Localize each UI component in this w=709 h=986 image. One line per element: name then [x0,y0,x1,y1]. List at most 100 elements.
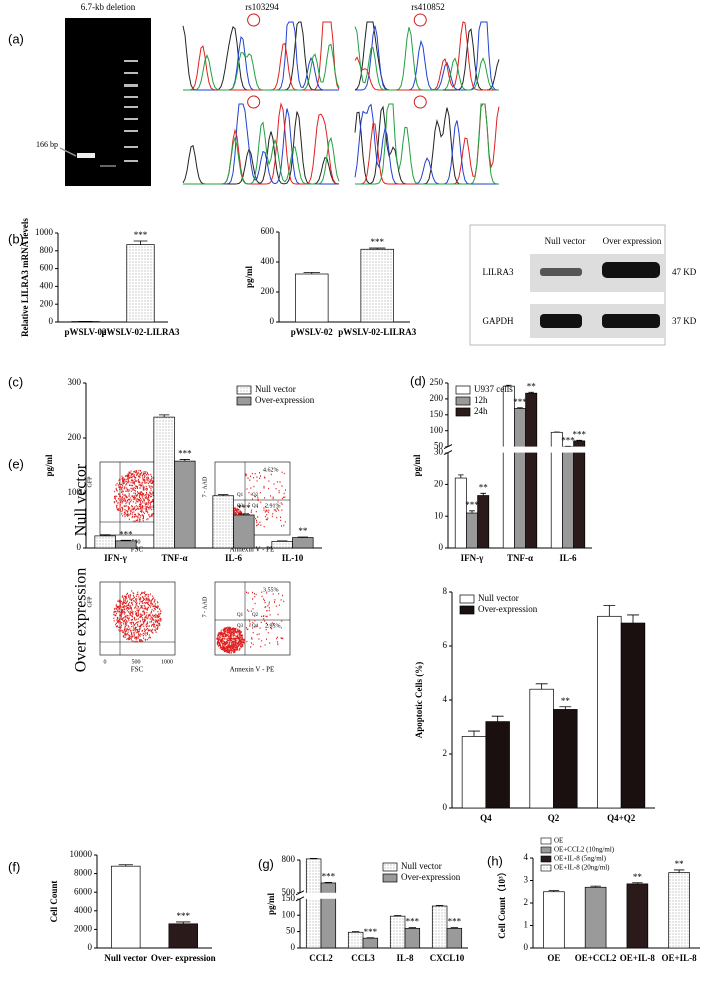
legend-swatch [459,594,475,604]
y-tick-label: 4000 [74,905,93,915]
bar [362,937,379,949]
legend-label: U937 cells [474,384,513,394]
chromatogram-title: rs410852 [411,2,445,12]
significance: ** [298,526,308,536]
x-tick-label: OE [547,953,560,963]
row-label: Over expression [73,568,90,672]
x-tick-label: Q4 [480,813,492,823]
trace [354,26,499,91]
percent: 2.95% [265,623,281,629]
error-bar [118,864,133,867]
error-bar [517,407,523,409]
cells [113,590,162,643]
y-tick-label: 500 [282,887,296,897]
bar [292,537,314,549]
bar [404,927,421,949]
x-tick-label: TNF-α [161,553,187,563]
y-tick-label: 10000 [70,849,93,859]
significance: *** [178,449,192,459]
y-axis-label: pg/ml [44,454,54,477]
quadrant-name: Q2 [252,493,259,498]
quadrant-name: Q3 [237,624,244,629]
axis-break [444,446,594,453]
error-bar [632,882,643,884]
significance: *** [406,917,420,927]
y-tick-label: 250 [430,377,444,387]
significance: *** [513,397,527,407]
y-tick-label: 3 [524,875,529,885]
bar [347,931,364,949]
error-bar [480,492,486,496]
chromatogram-title: rs103294 [245,2,279,12]
legend-swatch [459,605,475,615]
y-axis-label: Cell Count [49,881,59,923]
axis-label: GFP [87,476,93,488]
y-tick-label: 0 [443,802,448,812]
band-size: 47 KD [672,267,697,277]
y-tick-label: 2000 [74,923,93,933]
trace [182,111,340,185]
y-tick-label: 600 [261,226,275,236]
y-tick-label: 100 [430,425,444,435]
trace [183,121,340,185]
legend-swatch [236,385,252,395]
panel-label: (f) [8,859,20,874]
panel-label: (h) [487,853,503,868]
significance: ** [527,381,537,391]
bar [111,865,141,949]
percent: 3.55% [263,587,279,593]
significance: *** [364,927,378,937]
legend-swatch [236,396,252,406]
significance: *** [572,429,586,439]
significance: *** [371,237,385,247]
trace [354,105,499,185]
error-bar [535,683,548,690]
x-tick-label: IL-6 [559,553,577,563]
band [540,268,582,276]
x-tick-label: Over- expression [151,953,216,963]
y-tick-label: 800 [40,245,54,255]
error-bar [548,890,560,892]
y-tick-label: 1 [524,920,529,930]
error-bar [324,882,333,883]
legend-label: Over-expression [401,872,461,882]
bar [562,446,574,549]
panel-label: (d) [410,373,426,388]
trace [355,103,500,185]
highlight [413,95,427,109]
bar [543,891,565,949]
legend-swatch [540,864,552,872]
bar [233,514,255,549]
error-bar [309,857,318,859]
highlight [413,13,427,27]
y-tick-label: 2 [524,897,529,907]
cells [216,591,285,654]
lane-label: Null vector [545,236,586,246]
bar [525,392,538,549]
legend-label: Over-expression [255,395,315,405]
bar [584,886,607,949]
x-tick-label: IL-6 [225,553,243,563]
bar [461,736,487,809]
y-tick-label: 150 [282,893,296,903]
legend-label: OE [554,837,563,845]
x-tick-label: pWSLV-02 [64,327,107,337]
x-tick-label: pWSLV-02-LILRA3 [338,327,417,337]
y-axis-label: Apoptotic Cells (%) [414,662,424,739]
tick-label: 1000 [161,659,173,665]
trace [355,21,500,91]
y-axis-label: pg/ml [266,893,276,916]
error-bar [559,706,572,710]
axis-label: FSC [131,666,144,674]
legend-label: Null vector [255,384,296,394]
y-tick-label: 300 [68,377,82,387]
bar [389,915,406,949]
bar [126,244,155,323]
quadrant-name: Q1 [237,493,244,498]
y-tick-label: 30 [434,447,444,457]
error-bar [603,605,616,617]
quadrant-name: Q4 [252,504,259,509]
significance: *** [448,917,462,927]
row-label: Null vector [73,463,90,536]
error-bar [576,439,582,441]
